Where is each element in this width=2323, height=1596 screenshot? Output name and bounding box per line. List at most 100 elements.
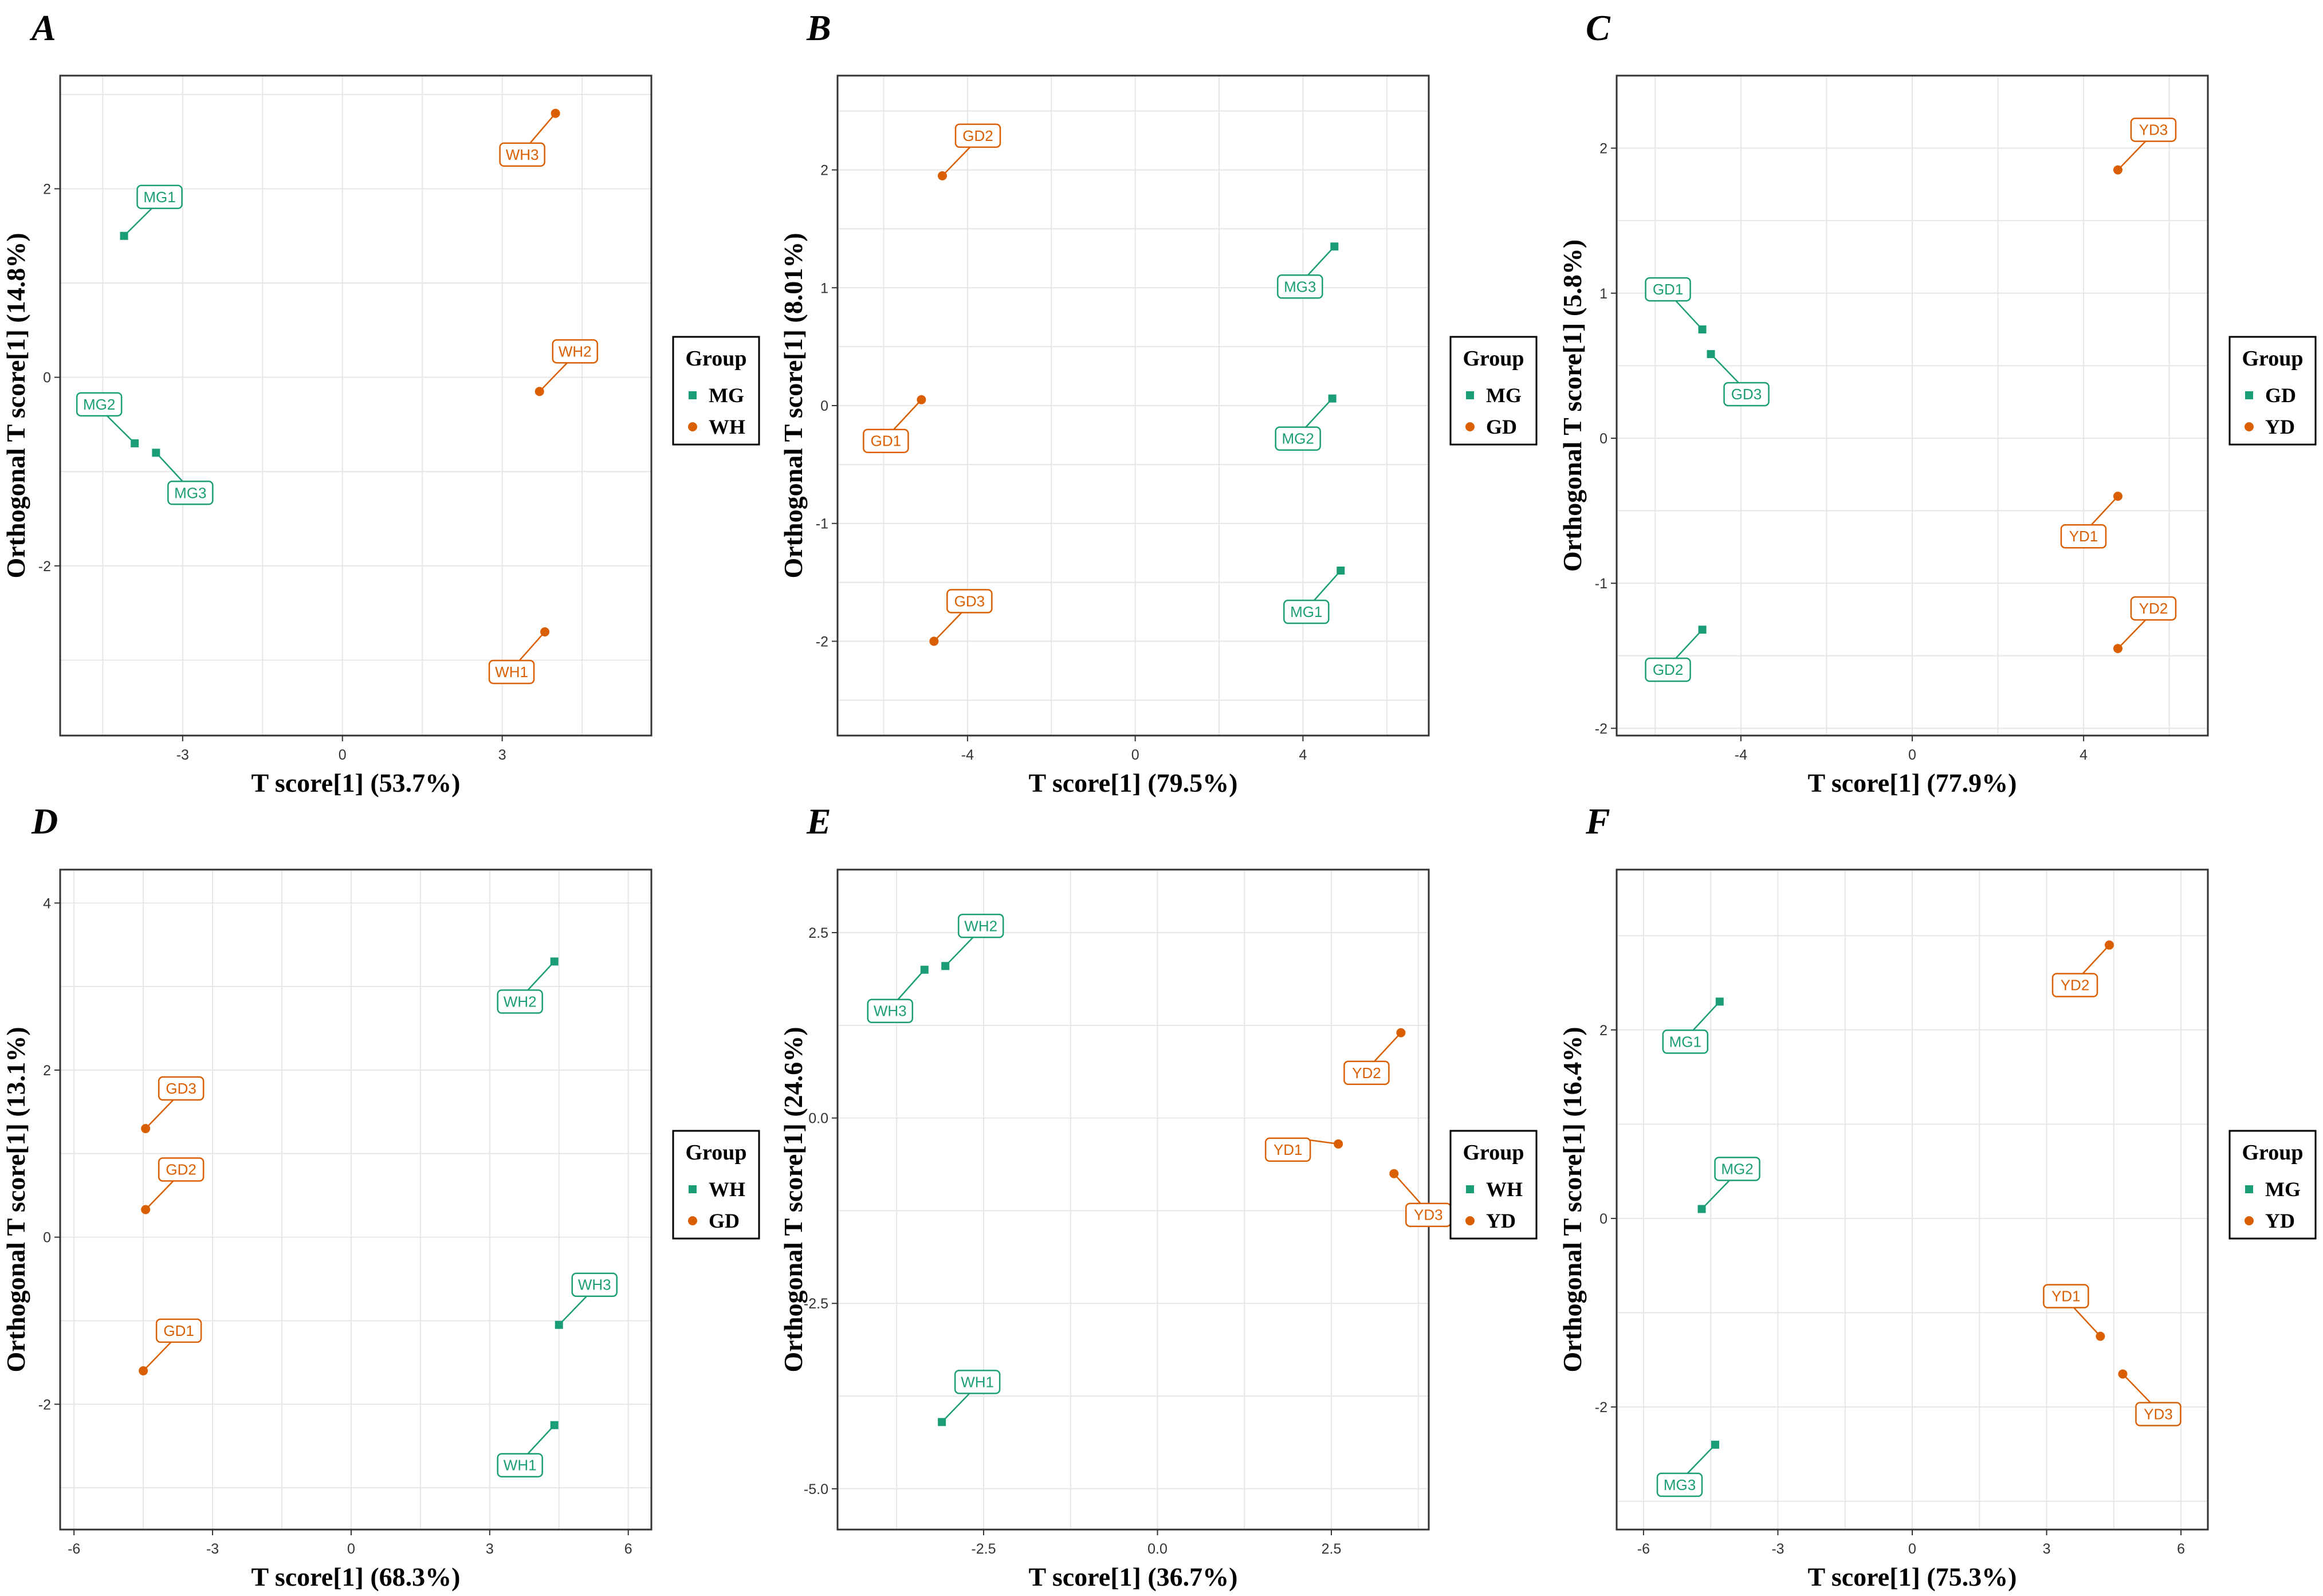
point-label-box bbox=[167, 481, 214, 505]
legend-title: Group bbox=[2242, 1141, 2303, 1165]
point-MG1 bbox=[1337, 567, 1345, 575]
point-label-GD3: GD3 bbox=[1731, 386, 1762, 403]
label-leader-line bbox=[1374, 1032, 1402, 1062]
label-leader-line bbox=[2117, 140, 2147, 171]
x-tick-label: 4 bbox=[2080, 747, 2088, 763]
y-tick-label: 2.5 bbox=[808, 925, 828, 941]
point-label-YD2: YD2 bbox=[1352, 1064, 1381, 1082]
x-axis-title: T score[1] (68.3%) bbox=[251, 1562, 461, 1591]
point-YD2 bbox=[1396, 1028, 1406, 1037]
point-label-box bbox=[1662, 1029, 1709, 1054]
x-tick-label: -4 bbox=[961, 747, 974, 763]
point-WH2 bbox=[941, 962, 950, 970]
label-leader-line bbox=[1710, 353, 1739, 383]
y-axis-title: Orthogonal T score[1] (5.8%) bbox=[1558, 239, 1587, 572]
legend-label: WH bbox=[709, 1178, 745, 1201]
point-label-box bbox=[2043, 1284, 2089, 1308]
legend-marker-square bbox=[689, 1185, 697, 1193]
legend: Group GD YD bbox=[2228, 336, 2317, 446]
panel-B: B -4 0 4 -2 -1 0 1 2 T score[1] (79.5%) Orthogonal… bbox=[779, 7, 1538, 797]
point-label-GD1: GD1 bbox=[163, 1322, 194, 1339]
point-label-box bbox=[2051, 973, 2098, 997]
x-tick-label: 0 bbox=[339, 747, 347, 763]
point-label-box bbox=[499, 142, 545, 167]
panel-letter: F bbox=[1585, 801, 1610, 842]
point-WH1 bbox=[938, 1418, 946, 1426]
label-leader-line bbox=[1701, 1180, 1730, 1210]
point-label-box bbox=[2130, 596, 2177, 621]
legend-label: MG bbox=[1486, 384, 1522, 407]
y-tick-label: 0 bbox=[43, 370, 51, 386]
point-label-box bbox=[552, 339, 599, 364]
gridlines bbox=[1617, 75, 2208, 736]
point-MG2 bbox=[131, 439, 139, 447]
y-tick-label: 0 bbox=[1599, 431, 1607, 447]
panel-letter: B bbox=[806, 7, 831, 48]
point-GD3 bbox=[141, 1124, 151, 1134]
legend-box bbox=[672, 1130, 760, 1240]
point-GD2 bbox=[141, 1205, 151, 1214]
point-label-box bbox=[158, 1157, 205, 1182]
y-axis-title: Orthogonal T score[1] (13.1%) bbox=[1, 1027, 30, 1372]
x-axis-title: T score[1] (36.7%) bbox=[1029, 1562, 1238, 1591]
legend-label: YD bbox=[2265, 415, 2295, 438]
legend: Group MG GD bbox=[1449, 336, 1538, 446]
point-WH2 bbox=[534, 387, 544, 396]
point-WH1 bbox=[540, 627, 550, 636]
legend-box bbox=[2228, 336, 2317, 446]
label-leader-line bbox=[529, 113, 556, 144]
legend-box bbox=[1449, 336, 1538, 446]
point-label-box bbox=[1343, 1060, 1390, 1086]
legend-marker-square bbox=[2245, 1185, 2253, 1193]
point-label-MG2: MG2 bbox=[1721, 1160, 1753, 1177]
x-tick-label: 6 bbox=[2177, 1541, 2185, 1557]
legend-label: GD bbox=[709, 1209, 740, 1232]
label-leader-line bbox=[1393, 1173, 1421, 1204]
legend-box bbox=[672, 336, 760, 446]
legend-marker-circle bbox=[688, 422, 697, 431]
point-label-YD2: YD2 bbox=[2139, 600, 2168, 617]
point-label-WH1: WH1 bbox=[495, 663, 528, 681]
label-leader-line bbox=[941, 1393, 970, 1423]
legend-label: GD bbox=[1486, 415, 1517, 438]
point-label-box bbox=[2060, 524, 2107, 549]
legend: Group WH YD bbox=[1449, 1130, 1538, 1240]
legend-marker-circle bbox=[2245, 1216, 2254, 1225]
point-GD1 bbox=[1698, 325, 1707, 334]
label-leader-line bbox=[1305, 398, 1333, 428]
y-tick-label: -2 bbox=[38, 1397, 51, 1413]
data-points: WH1 WH2 WH3 GD1 GD2 GD3 bbox=[139, 957, 618, 1477]
panel-A: A -3 0 3 -2 0 2 T score[1] (53.7%) Orthogonal T … bbox=[1, 7, 760, 797]
point-YD3 bbox=[2118, 1369, 2128, 1379]
point-label-GD2: GD2 bbox=[166, 1161, 196, 1178]
point-label-box bbox=[1275, 426, 1321, 451]
legend-marker-square bbox=[1466, 391, 1474, 399]
data-points: MG1 MG2 MG3 GD1 GD2 GD3 bbox=[863, 123, 1345, 646]
y-tick-label: -2.5 bbox=[804, 1296, 828, 1312]
y-tick-label: 2 bbox=[1599, 141, 1607, 157]
x-tick-label: -6 bbox=[68, 1541, 80, 1557]
panel-letter: D bbox=[31, 801, 58, 842]
point-YD2 bbox=[2105, 940, 2114, 950]
panel-E: E -2.5 0.0 2.5 -5.0 -2.5 0.0 2.5 T score[1] (36.… bbox=[779, 801, 1538, 1591]
point-MG1 bbox=[120, 231, 128, 240]
label-leader-line bbox=[527, 1424, 555, 1455]
legend-marker-circle bbox=[2245, 422, 2254, 431]
y-tick-label: -2 bbox=[816, 634, 828, 650]
point-WH3 bbox=[920, 965, 929, 974]
y-tick-label: 2 bbox=[820, 163, 828, 179]
point-label-MG3: MG3 bbox=[174, 484, 206, 501]
legend: Group WH GD bbox=[672, 1130, 760, 1240]
point-GD1 bbox=[139, 1366, 148, 1375]
label-leader-line bbox=[1687, 1444, 1716, 1474]
gridlines bbox=[60, 870, 651, 1530]
legend-label: WH bbox=[1486, 1178, 1523, 1201]
legend-label: GD bbox=[2265, 384, 2296, 407]
y-tick-label: 4 bbox=[43, 895, 51, 911]
point-label-MG3: MG3 bbox=[1664, 1476, 1696, 1493]
point-YD1 bbox=[2096, 1331, 2105, 1341]
x-axis-title: T score[1] (75.3%) bbox=[1808, 1562, 2017, 1591]
point-label-box bbox=[954, 1370, 1001, 1394]
data-points: MG1 MG2 MG3 WH1 WH2 WH3 bbox=[76, 108, 599, 685]
y-axis-title: Orthogonal T score[1] (14.8%) bbox=[1, 233, 30, 578]
